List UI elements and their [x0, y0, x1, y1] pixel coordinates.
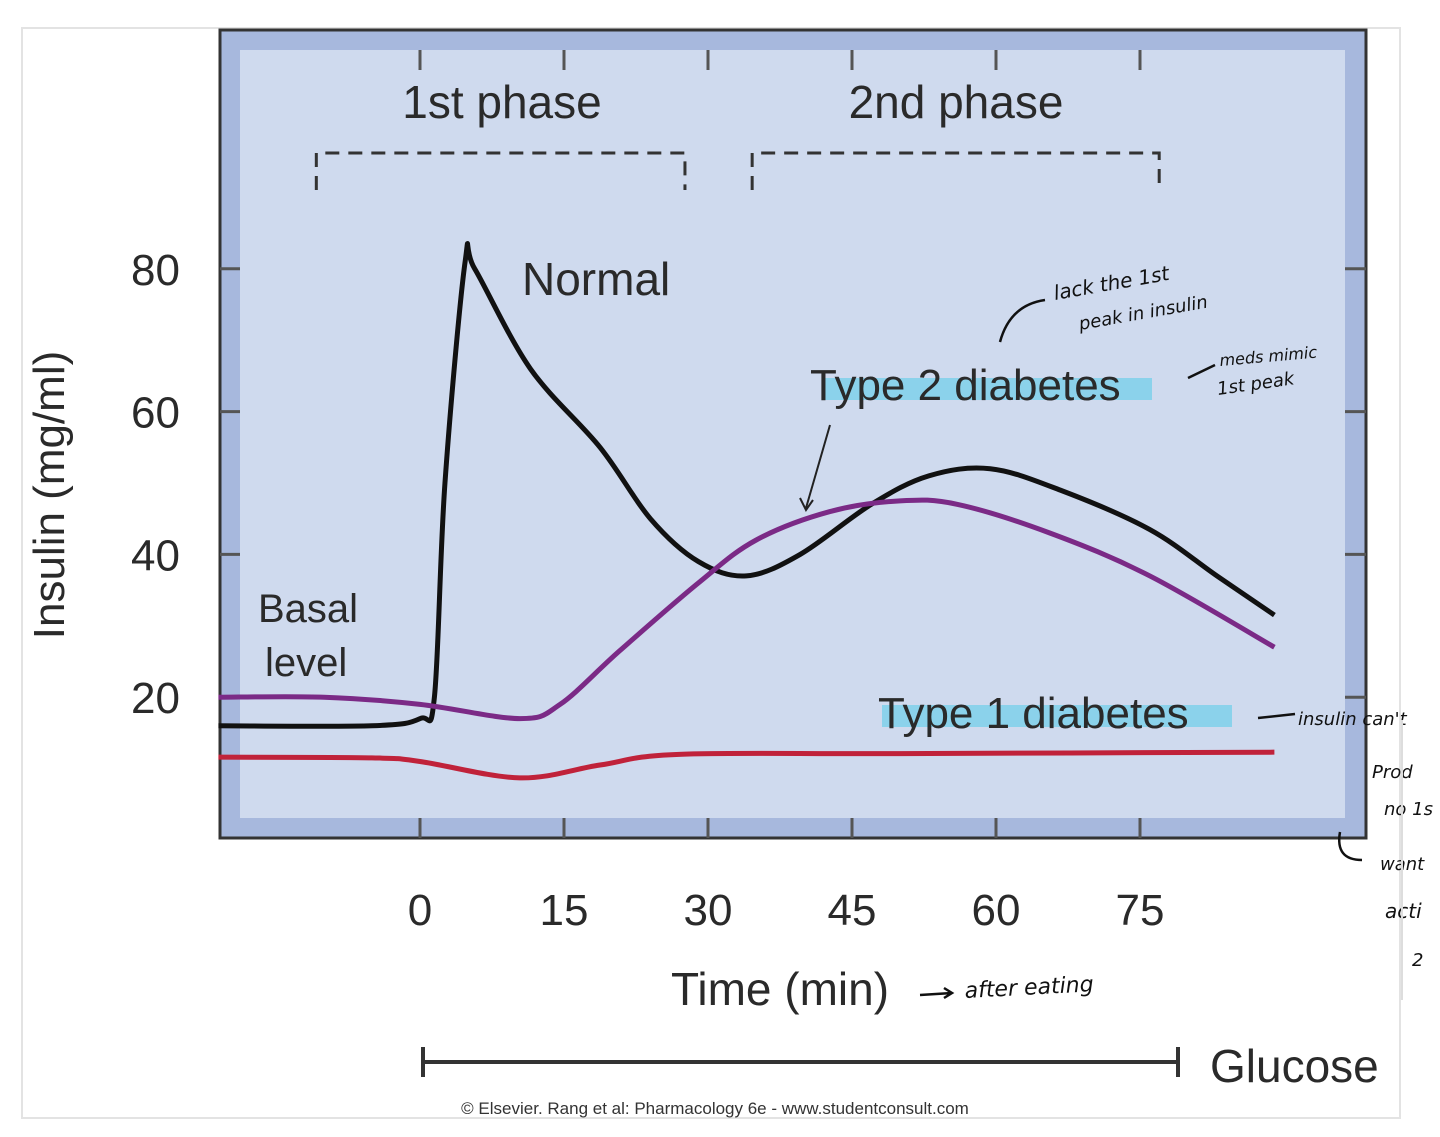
type1-curve: [218, 749, 1275, 781]
type1-highlight: [882, 705, 1232, 727]
phase1-bracket: [314, 151, 687, 190]
note-arrow-want: [1338, 831, 1363, 862]
x-tick-label: 75: [1116, 886, 1165, 935]
x-axis-label: Time (min): [671, 963, 889, 1015]
note-type1-line5: acti: [1385, 899, 1422, 923]
note-arrow-lack-peak: [998, 298, 1046, 343]
x-tick-label: 45: [828, 886, 877, 935]
note-arrow-time: [919, 986, 955, 1000]
type1-label: Type 1 diabetes: [878, 689, 1189, 738]
phase2-bracket: [750, 151, 1161, 190]
note-arrow-type1: [1257, 712, 1296, 720]
y-tick-label: 20: [131, 674, 180, 723]
x-tick-label: 30: [684, 886, 733, 935]
normal-curve: [218, 241, 1276, 729]
type2-pointer-arrowhead: [799, 497, 814, 512]
y-axis-label: Insulin (mg/ml): [25, 351, 74, 640]
x-tick-label: 0: [408, 886, 432, 935]
type2-label: Type 2 diabetes: [810, 361, 1121, 410]
image-border: [21, 27, 1401, 1119]
phase1-label: 1st phase: [402, 76, 601, 128]
basal-label-line2: level: [265, 641, 347, 685]
normal-label: Normal: [522, 253, 670, 305]
y-tick-label: 60: [131, 389, 180, 438]
y-tick-label: 80: [131, 246, 180, 295]
type2-pointer-arrow: [805, 424, 831, 509]
type2-curve: [218, 497, 1276, 722]
note-type1-line3: no 1s: [1384, 799, 1433, 820]
glucose-label: Glucose: [1210, 1040, 1379, 1092]
credit-text: © Elsevier. Rang et al: Pharmacology 6e …: [461, 1099, 969, 1118]
basal-label-line1: Basal: [258, 587, 358, 631]
note-type1-line1: insulin can't: [1298, 709, 1408, 730]
note-type1-line6: 2: [1412, 950, 1423, 971]
x-tick-label: 60: [972, 886, 1021, 935]
plot-area: [240, 50, 1345, 818]
note-after-eating: after eating: [964, 972, 1094, 1004]
phase2-label: 2nd phase: [849, 76, 1064, 128]
type2-highlight: [822, 378, 1152, 400]
note-arrow-meds: [1187, 363, 1216, 380]
x-tick-label: 15: [540, 886, 589, 935]
note-type1-line2: Prod: [1372, 762, 1413, 783]
y-tick-label: 40: [131, 531, 180, 580]
